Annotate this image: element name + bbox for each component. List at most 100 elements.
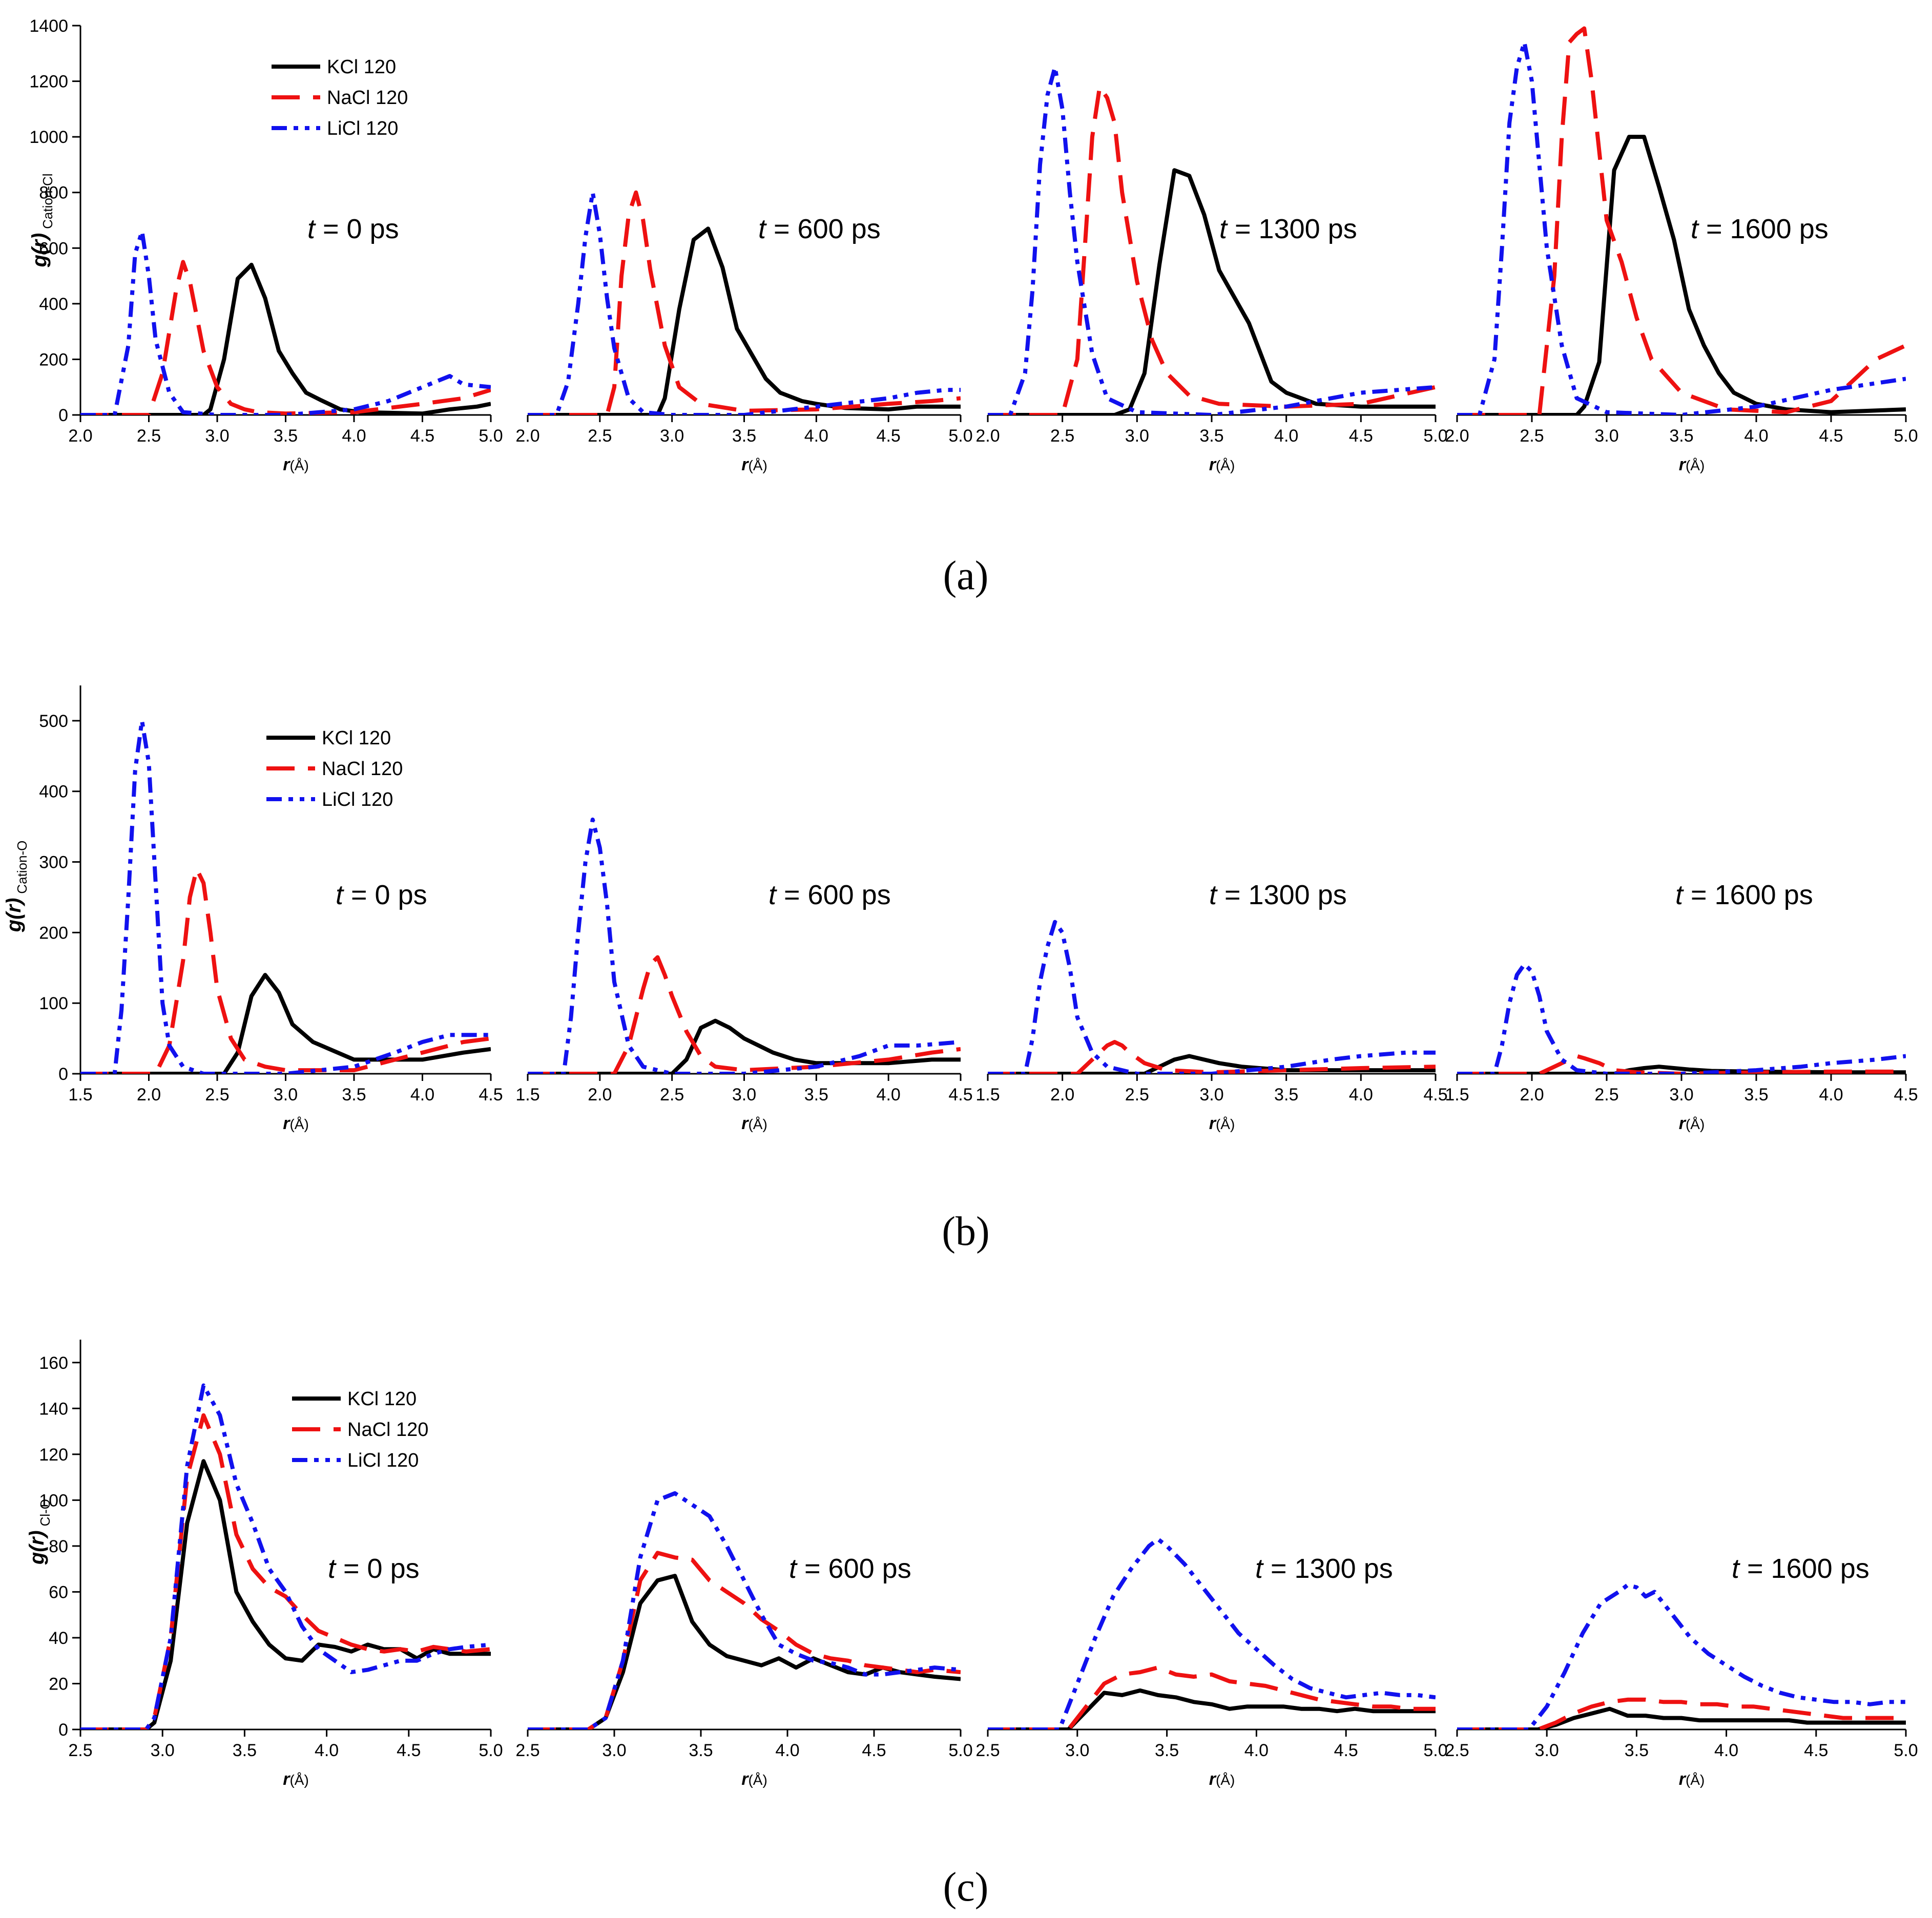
nacl-series-line [1457,1054,1906,1074]
time-label: t = 1600 ps [1691,214,1829,244]
x-tick-label: 3.0 [1065,1741,1089,1760]
subplot-1: 2.5 3.0 3.5 4.0 4.5 5.0 r(Å) t = 0 ps [68,1383,503,1789]
subplot-1: 2.0 2.5 3.0 3.5 4.0 4.5 5.0 r(Å) t = 0 ps [68,214,503,474]
x-tick-label: 2.5 [515,1741,539,1760]
x-tick-label: 5.0 [479,1741,503,1760]
time-label: t = 1600 ps [1675,880,1813,910]
y-tick-label: 1200 [29,72,68,92]
subplot-2: 1.5 2.0 2.5 3.0 3.5 4.0 4.5 r(Å) t = 600 ps [515,817,973,1133]
x-tick-label: 4.0 [804,426,828,446]
x-tick-label: 3.5 [732,426,756,446]
x-tick-label: 4.0 [1274,426,1298,446]
legend-label: KCl 120 [327,56,396,78]
x-tick-label: 2.5 [660,1085,684,1104]
x-tick-label: 3.5 [274,426,298,446]
y-tick-label: 400 [39,295,68,314]
nacl-series-line [988,85,1436,415]
subplot-3: 1.5 2.0 2.5 3.0 3.5 4.0 4.5 r(Å) t = 1300 ps [975,880,1447,1133]
x-tick-label: 2.0 [588,1085,612,1104]
x-axis-label: r(Å) [283,455,309,474]
x-tick-label: 4.5 [1423,1085,1447,1104]
nacl-series-line [80,260,491,415]
x-tick-label: 3.0 [151,1741,175,1760]
kcl-series-line [1457,1706,1906,1729]
y-tick-label: 800 [39,183,68,203]
time-label: t = 0 ps [328,1553,420,1584]
y-tick-label: 100 [39,994,68,1013]
chart-panel-c: 0 20 40 60 80 100 120 140 160 g(r)Cl-O 2.5 3.0 3.5 4.… [26,1340,1918,1910]
x-tick-label: 2.0 [975,426,1000,446]
x-tick-label: 2.5 [1520,426,1544,446]
licl-series-line [1457,40,1906,415]
x-axis-label: r(Å) [283,1114,309,1133]
kcl-series-line [988,168,1436,415]
x-tick-label: 4.5 [479,1085,503,1104]
legend-label: LiCl 120 [327,118,398,139]
panel-caption: (c) [943,1865,989,1910]
x-tick-label: 5.0 [1894,1741,1918,1760]
kcl-series-line [1457,135,1906,415]
y-tick-label: 20 [49,1674,68,1694]
subplot-3: 2.0 2.5 3.0 3.5 4.0 4.5 5.0 r(Å) t = 1300 ps [975,65,1448,474]
x-tick-label: 4.5 [397,1741,421,1760]
time-label: t = 600 ps [758,214,881,244]
y-tick-label: 0 [58,1065,68,1084]
nacl-series-line [988,1040,1436,1074]
y-tick-label: 0 [58,406,68,425]
y-tick-label: 60 [49,1582,68,1602]
x-tick-label: 4.5 [1894,1085,1918,1104]
licl-series-line [528,190,961,415]
x-axis-label: r(Å) [741,455,767,474]
time-label: t = 0 ps [336,880,427,910]
x-tick-label: 3.5 [1274,1085,1298,1104]
x-tick-label: 4.0 [877,1085,901,1104]
x-tick-label: 2.5 [137,426,161,446]
x-tick-label: 4.0 [1714,1741,1738,1760]
nacl-series-line [988,1665,1436,1729]
x-tick-label: 3.0 [602,1741,626,1760]
x-tick-label: 3.0 [1125,426,1149,446]
time-label: t = 600 ps [789,1553,911,1584]
x-tick-label: 4.0 [775,1741,799,1760]
y-tick-label: 200 [39,923,68,943]
nacl-series-line [528,955,961,1074]
x-tick-label: 3.5 [1744,1085,1768,1104]
x-tick-label: 1.5 [515,1085,539,1104]
subplot-1: 1.5 2.0 2.5 3.0 3.5 4.0 4.5 r(Å) t = 0 ps [68,718,503,1133]
y-tick-label: 500 [39,712,68,731]
x-tick-label: 4.5 [877,426,901,446]
x-tick-label: 4.0 [1244,1741,1269,1760]
x-tick-label: 2.5 [68,1741,92,1760]
y-tick-label: 200 [39,350,68,369]
y-tick-label: 140 [39,1399,68,1419]
x-tick-label: 3.0 [1669,1085,1693,1104]
legend-label: LiCl 120 [347,1450,419,1471]
nacl-series-line [528,1551,961,1729]
legend-label: LiCl 120 [322,789,393,810]
legend: KCl 120 NaCl 120 LiCl 120 [292,1388,428,1471]
kcl-series-line [528,1018,961,1074]
time-label: t = 0 ps [307,214,399,244]
legend-label: NaCl 120 [322,758,403,780]
y-axis-label: g(r)Cation-O [3,841,30,933]
x-tick-label: 4.5 [948,1085,972,1104]
x-tick-label: 3.0 [205,426,229,446]
x-tick-label: 2.5 [205,1085,229,1104]
x-tick-label: 3.5 [1155,1741,1179,1760]
licl-series-line [988,1537,1436,1729]
x-tick-label: 3.5 [1669,426,1693,446]
subplot-4: 2.0 2.5 3.0 3.5 4.0 4.5 5.0 r(Å) t = 1600 ps [1445,26,1918,474]
x-tick-label: 4.0 [342,426,366,446]
subplot-2: 2.0 2.5 3.0 3.5 4.0 4.5 5.0 r(Å) t = 600 ps [515,190,973,474]
x-tick-label: 5.0 [479,426,503,446]
x-axis-label: r(Å) [283,1769,309,1789]
licl-series-line [988,920,1436,1074]
x-axis-label: r(Å) [1679,1769,1705,1789]
legend-label: KCl 120 [322,727,391,749]
x-axis-label: r(Å) [1679,1114,1705,1133]
x-tick-label: 3.0 [732,1085,756,1104]
kcl-series-line [528,1574,961,1729]
licl-series-line [80,1383,491,1729]
x-tick-label: 4.0 [1744,426,1768,446]
